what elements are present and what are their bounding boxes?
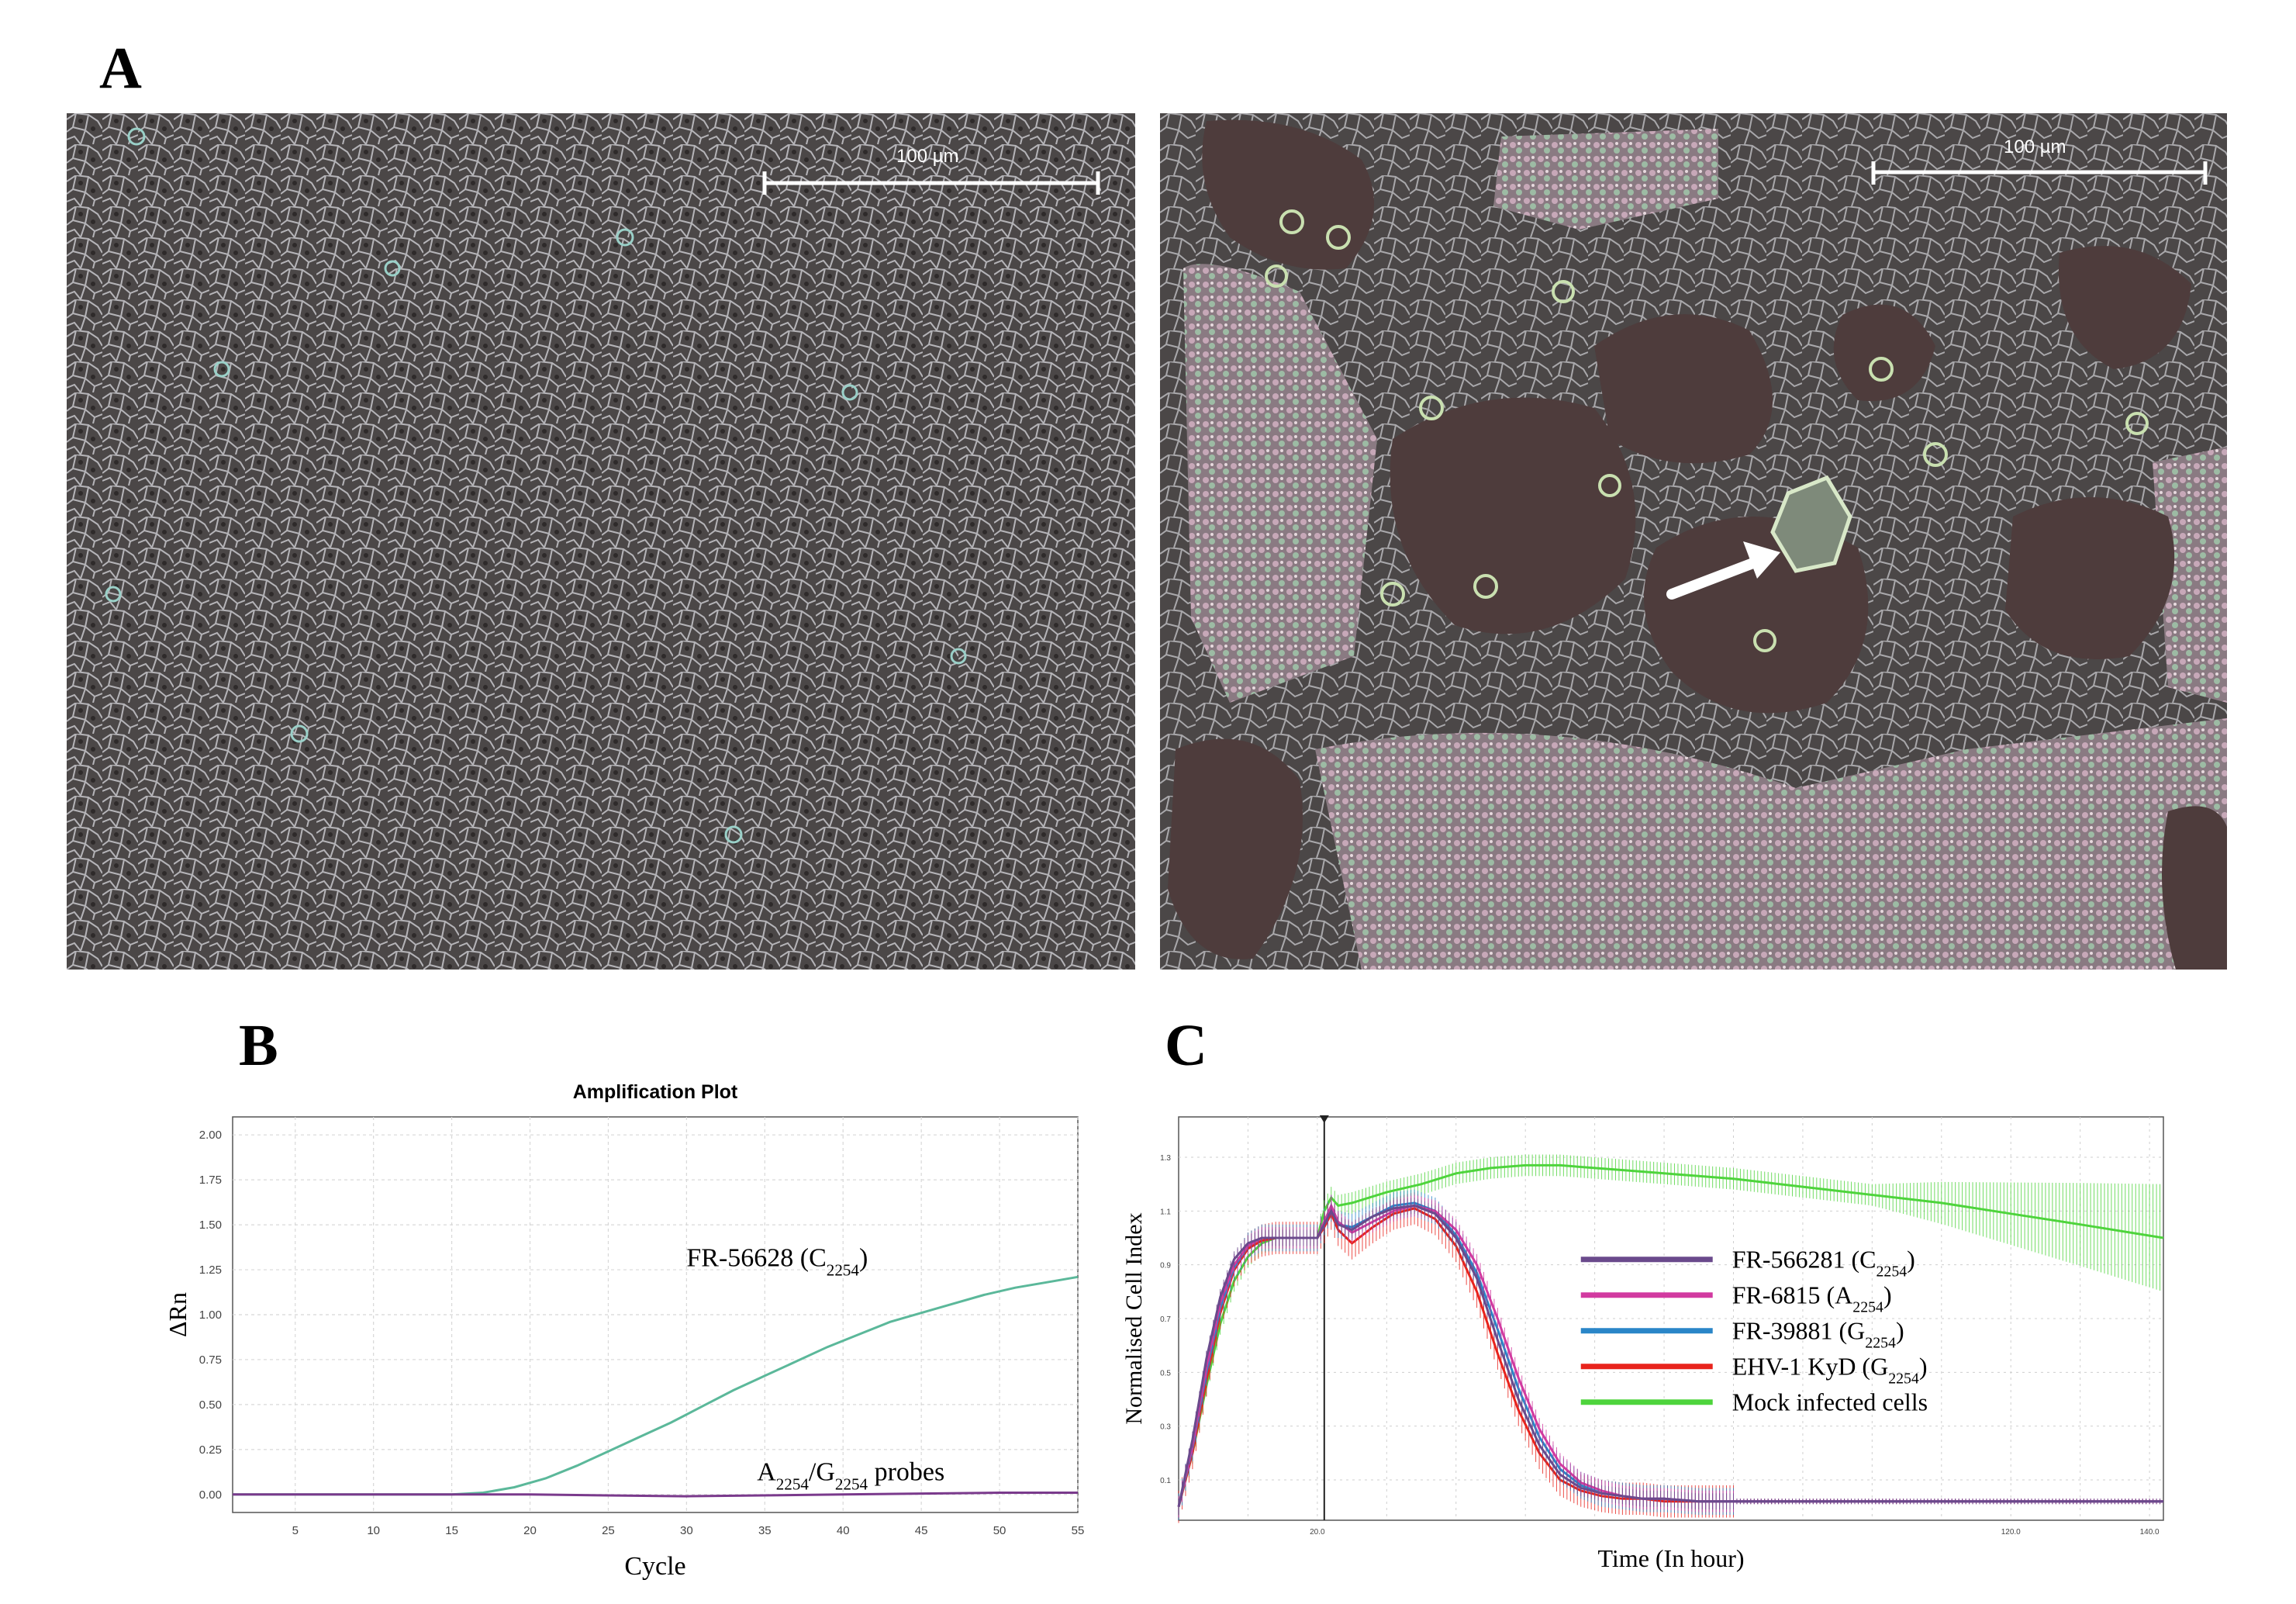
- y-tick-label: 1.00: [199, 1308, 222, 1322]
- scale-bar-label-right: 100 µm: [2004, 137, 2066, 157]
- y-tick-label: 0.25: [199, 1443, 222, 1457]
- y-tick-label: 2.00: [199, 1129, 222, 1142]
- x-tick-label: 25: [602, 1524, 615, 1537]
- x-tick-label: 15: [445, 1524, 458, 1537]
- y-tick-label: 0.00: [199, 1488, 222, 1502]
- legend-label-2: FR-39881 (G2254): [1732, 1317, 1904, 1352]
- y-tick-label: 0.1: [1160, 1477, 1171, 1485]
- x-axis-label: Cycle: [624, 1552, 685, 1581]
- x-tick-label: 45: [915, 1524, 928, 1537]
- y-tick-label: 0.5: [1160, 1369, 1171, 1378]
- x-tick-label: 10: [367, 1524, 380, 1537]
- panel-label-a: A: [99, 36, 142, 101]
- y-axis-label: Normalised Cell Index: [1121, 1212, 1147, 1424]
- y-tick-label: 0.50: [199, 1398, 222, 1412]
- annotation-main-curve: FR-56628 (C2254): [686, 1243, 868, 1279]
- micrograph-right-image: [1160, 113, 2227, 970]
- micrograph-left-image: [67, 113, 1135, 970]
- infection-marker-icon: [1319, 1115, 1329, 1123]
- legend-label-0: FR-566281 (C2254): [1732, 1246, 1915, 1281]
- scale-bar-label-left: 100 µm: [896, 146, 959, 167]
- y-tick-label: 1.1: [1160, 1208, 1171, 1216]
- y-tick-label: 1.3: [1160, 1154, 1171, 1163]
- x-tick-label: 50: [993, 1524, 1006, 1537]
- panel-label-b: B: [239, 1013, 278, 1078]
- x-tick-label: 140.0: [2140, 1528, 2160, 1537]
- y-tick-label: 1.50: [199, 1219, 222, 1232]
- x-tick-label: 30: [680, 1524, 693, 1537]
- x-axis-label: Time (In hour): [1597, 1544, 1744, 1572]
- legend-label-3: EHV-1 KyD (G2254): [1732, 1353, 1928, 1388]
- amplification-plot: Amplification Plot 5 10 15 20 25 30 35 40 45 50 55 0…: [164, 1081, 1085, 1581]
- panel-label-c: C: [1165, 1013, 1207, 1078]
- legend-label-1: FR-6815 (A2254): [1732, 1281, 1892, 1316]
- series-line-1: [233, 1492, 1078, 1498]
- x-tick-label: 55: [1072, 1524, 1085, 1537]
- micrograph-infected: 100 µm: [1160, 113, 2227, 970]
- x-tick-label: 20: [523, 1524, 537, 1537]
- series-line-0: [1177, 1204, 2163, 1508]
- chart-title: Amplification Plot: [573, 1081, 738, 1103]
- y-tick-label: 0.9: [1160, 1262, 1171, 1270]
- x-tick-label: 120.0: [2001, 1528, 2021, 1537]
- x-tick-label: 5: [292, 1524, 299, 1537]
- y-tick-label: 0.75: [199, 1353, 222, 1367]
- micrograph-mock: 100 µm: [67, 113, 1135, 970]
- series-line-4: [1177, 1163, 2164, 1508]
- series-line-0: [233, 1275, 1079, 1496]
- x-tick-label: 20.0: [1310, 1528, 1325, 1537]
- x-tick-label: 40: [837, 1524, 850, 1537]
- y-axis-label: ΔRn: [164, 1292, 192, 1337]
- y-tick-label: 1.25: [199, 1263, 222, 1277]
- annotation-flat-curves: A2254/G2254 probes: [757, 1457, 944, 1493]
- y-tick-label: 0.3: [1160, 1423, 1171, 1432]
- legend-label-4: Mock infected cells: [1732, 1388, 1928, 1416]
- x-tick-label: 35: [758, 1524, 772, 1537]
- y-tick-label: 0.7: [1160, 1315, 1171, 1324]
- y-tick-label: 1.75: [199, 1174, 222, 1187]
- cell-index-plot: 0.1 0.3 0.5 0.7 0.9 1.1 1.3 20.0 120.0 140.0 Time …: [1121, 1115, 2164, 1572]
